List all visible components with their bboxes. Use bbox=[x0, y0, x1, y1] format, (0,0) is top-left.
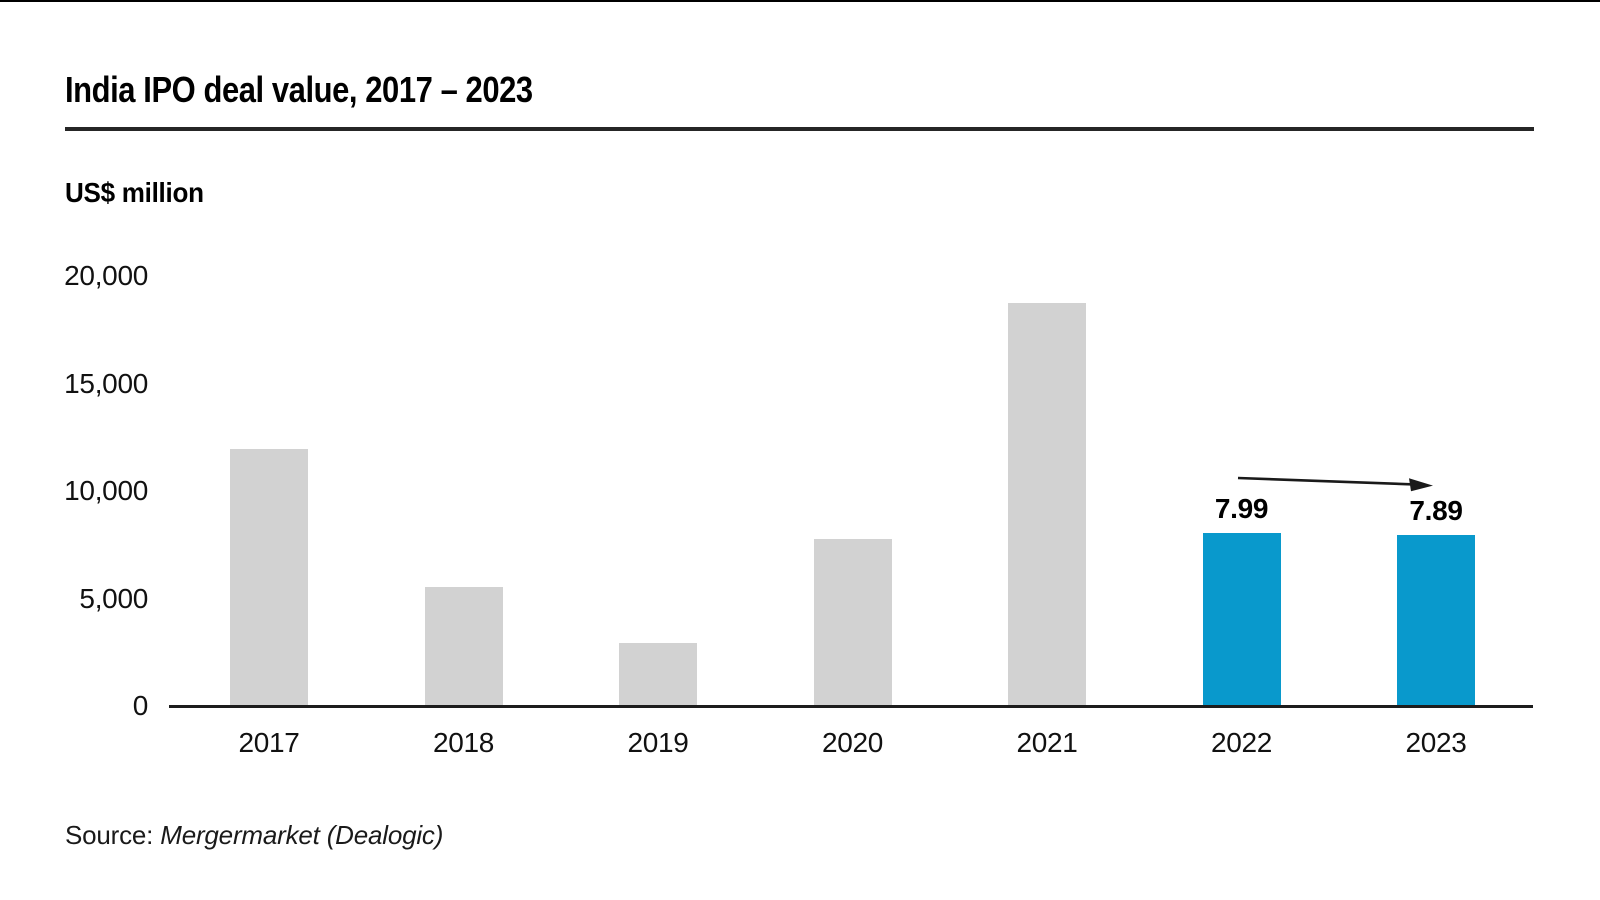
bar-2019 bbox=[619, 642, 697, 705]
bar-2017 bbox=[230, 449, 308, 705]
x-axis-line bbox=[169, 705, 1533, 708]
bar-value-label-2023: 7.89 bbox=[1409, 495, 1463, 527]
x-axis-label-2019: 2019 bbox=[627, 727, 689, 758]
bar-2021 bbox=[1008, 302, 1086, 705]
y-axis-tick-label: 5,000 bbox=[79, 582, 148, 614]
x-axis-label-2020: 2020 bbox=[821, 727, 884, 758]
top-border bbox=[0, 0, 1600, 2]
bar-2020 bbox=[813, 539, 892, 705]
source-prefix: Source: bbox=[65, 820, 154, 850]
x-axis-tick-labels: 2017 2018 2019 2020 2021 2022 2023 bbox=[169, 729, 1533, 765]
x-axis-label-2021: 2021 bbox=[1016, 727, 1078, 758]
y-axis-unit-label: US$ million bbox=[65, 177, 204, 208]
y-axis-tick-labels: 20,000 15,000 10,000 5,000 0 bbox=[40, 262, 148, 720]
title-divider bbox=[65, 127, 1534, 131]
x-axis-label-2023: 2023 bbox=[1405, 727, 1467, 758]
bar-2022 bbox=[1202, 533, 1281, 705]
x-axis-label-2018: 2018 bbox=[432, 727, 495, 758]
plot-area: 7.99 7.89 bbox=[169, 275, 1533, 705]
y-axis-tick-label: 0 bbox=[132, 690, 149, 721]
source-line: Source: Mergermarket (Dealogic) bbox=[65, 820, 443, 851]
bar-value-label-2022: 7.99 bbox=[1214, 493, 1269, 525]
y-axis-tick-label: 15,000 bbox=[64, 367, 148, 399]
y-axis-tick-label: 10,000 bbox=[64, 475, 148, 506]
trend-arrow-icon bbox=[1237, 476, 1433, 492]
chart-title: India IPO deal value, 2017 – 2023 bbox=[65, 69, 533, 110]
source-name: Mergermarket (Dealogic) bbox=[160, 820, 444, 850]
y-axis-tick-label: 20,000 bbox=[64, 260, 148, 291]
bar-2018 bbox=[424, 586, 503, 705]
bar-2023 bbox=[1397, 535, 1475, 705]
x-axis-label-2022: 2022 bbox=[1210, 727, 1273, 758]
x-axis-label-2017: 2017 bbox=[238, 727, 300, 758]
